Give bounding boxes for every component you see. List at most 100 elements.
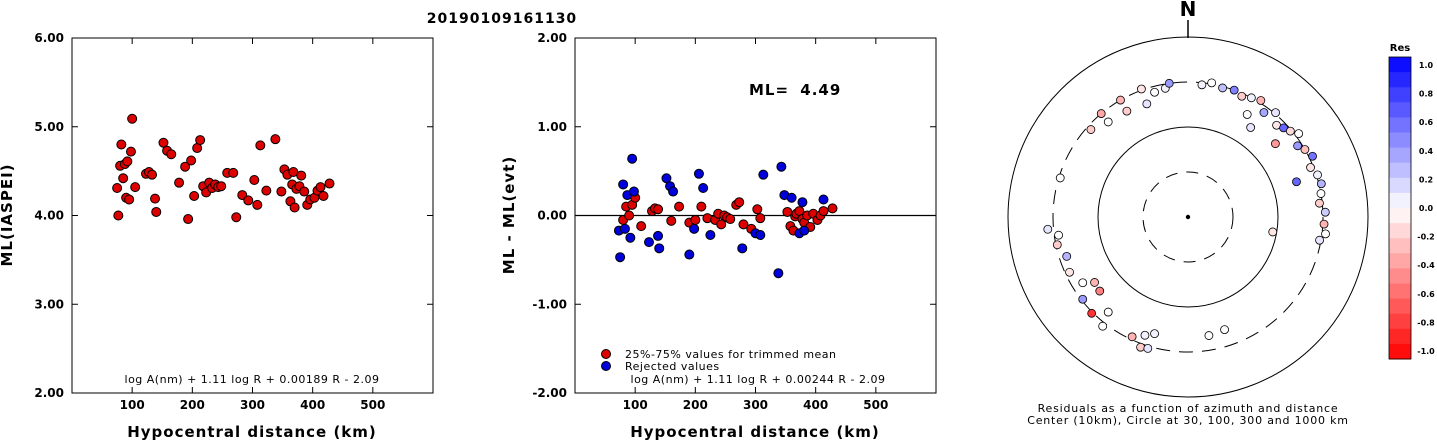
station-marker — [1270, 139, 1280, 149]
colorbar-tick-label: 0.8 — [1419, 90, 1434, 99]
residual-distance-formula: log A(nm) + 1.11 log R + 0.00244 R - 2.0… — [631, 373, 886, 386]
ml-distance-y-axis-title: ML(IASPEI) — [0, 163, 16, 266]
station-marker — [1103, 307, 1113, 317]
colorbar-frame — [1388, 56, 1412, 360]
colorbar-cell — [1389, 192, 1411, 209]
ml-distance-point-s0 — [118, 173, 129, 184]
residual-distance-point-s0 — [674, 201, 685, 212]
ml-distance-point-s0 — [151, 206, 162, 217]
ml-distance-point-s0 — [315, 182, 326, 193]
colorbar-cells — [1389, 57, 1411, 360]
ml-distance-ticks: 100 200 300 400 500 2.00 3.00 4.00 5.00 6.00 — [34, 31, 433, 412]
ml-distance-point-s0 — [276, 186, 287, 197]
ring-100km — [1097, 126, 1279, 308]
residual-distance-x-tick-label: 300 — [743, 398, 768, 412]
residual-distance-point-s1 — [758, 169, 769, 180]
residual-distance-point-s1 — [625, 232, 636, 243]
residual-distance-point-s1 — [797, 197, 808, 208]
ml-distance-panel: 100 200 300 400 500 2.00 3.00 4.00 5.00 6.00 log … — [0, 31, 434, 441]
residual-legend: 25%-75% values for trimmed mean Rejected… — [601, 348, 836, 373]
residual-distance-point-s1 — [689, 223, 700, 234]
station-marker — [1229, 85, 1239, 95]
epicenter-dot — [1185, 214, 1191, 220]
ml-distance-point-s0 — [116, 139, 127, 150]
ml-distance-x-tick-label: 100 — [120, 398, 145, 412]
residual-distance-y-tick-label: 1.00 — [537, 120, 567, 134]
residual-distance-point-s1 — [619, 223, 630, 234]
ml-distance-points — [112, 113, 335, 225]
station-marker — [1320, 207, 1330, 217]
legend-marker-rejected — [601, 361, 611, 371]
residual-distance-points — [613, 153, 838, 279]
station-marker — [1319, 219, 1329, 229]
residual-colorbar: Res 1.0 0.8 0.6 0.4 0.2 0.0 -0.2 -0.4 -0.6 -0.8 -1… — [1388, 43, 1435, 360]
ml-distance-point-s0 — [243, 195, 254, 206]
colorbar-cell — [1389, 72, 1411, 88]
station-marker — [1043, 224, 1053, 234]
station-marker — [1127, 332, 1137, 342]
colorbar-tick-label: -0.2 — [1417, 233, 1435, 242]
ml-distance-point-s0 — [158, 137, 169, 148]
residual-distance-point-s1 — [618, 179, 629, 190]
residual-distance-y-tick-label: -1.00 — [532, 297, 567, 311]
station-marker — [1259, 108, 1269, 117]
ml-distance-x-tick-label: 300 — [240, 398, 265, 412]
residual-distance-point-s0 — [624, 210, 635, 221]
station-marker — [1321, 229, 1330, 239]
residual-distance-point-s0 — [636, 221, 647, 232]
residual-distance-point-s0 — [752, 204, 763, 215]
station-residual-markers — [1043, 78, 1330, 353]
ring-30km — [1142, 171, 1234, 263]
colorbar-cell — [1389, 253, 1411, 269]
colorbar-tick-label: 0.4 — [1419, 147, 1434, 156]
ml-distance-point-s0 — [231, 212, 242, 223]
residual-distance-point-s1 — [755, 230, 766, 241]
colorbar-cell — [1389, 177, 1411, 194]
station-marker — [1098, 321, 1108, 331]
station-marker — [1078, 278, 1088, 288]
ml-distance-point-s0 — [180, 161, 191, 172]
residual-distance-ticks: 100 200 300 400 500 -2.00 -1.00 0.00 1.00 2.00 — [532, 31, 936, 412]
station-marker — [1078, 294, 1088, 304]
ml-distance-y-tick-label: 6.00 — [34, 31, 64, 45]
residual-distance-point-s0 — [818, 206, 829, 217]
event-title: 20190109161130 — [427, 11, 577, 27]
ml-distance-point-s0 — [249, 175, 260, 185]
ml-distance-x-tick-label: 500 — [360, 398, 385, 412]
ml-distance-point-s0 — [252, 199, 263, 210]
station-marker — [1142, 99, 1152, 109]
ml-distance-point-s0 — [147, 169, 158, 180]
colorbar-tick-label: -0.6 — [1417, 290, 1435, 299]
ml-distance-y-tick-label: 3.00 — [34, 297, 64, 311]
ml-distance-point-s0 — [318, 190, 329, 201]
station-marker — [1052, 240, 1062, 250]
colorbar-tick-label: 0.2 — [1419, 175, 1433, 184]
ml-value-number: 4.49 — [800, 81, 841, 99]
ring-1000km — [1007, 36, 1369, 398]
colorbar-labels: 1.0 0.8 0.6 0.4 0.2 0.0 -0.2 -0.4 -0.6 -0.8 -1.0 — [1417, 61, 1435, 356]
station-marker — [1140, 330, 1150, 340]
ml-distance-point-s0 — [127, 113, 138, 124]
station-marker — [1204, 331, 1214, 340]
residual-distance-point-s1 — [615, 252, 626, 263]
station-marker — [1136, 342, 1146, 352]
station-marker — [1122, 106, 1132, 116]
station-marker — [1218, 83, 1227, 93]
station-marker — [1062, 252, 1072, 261]
residual-distance-point-s0 — [827, 203, 838, 214]
station-marker — [1271, 108, 1280, 118]
station-marker — [1150, 329, 1159, 339]
station-marker — [1137, 84, 1146, 94]
ml-distance-point-s0 — [299, 186, 310, 197]
colorbar-cell — [1389, 343, 1411, 360]
station-marker — [1242, 110, 1252, 119]
residual-distance-point-s1 — [698, 182, 709, 193]
ml-distance-point-s0 — [261, 185, 272, 196]
ml-distance-point-s0 — [289, 202, 300, 213]
ml-distance-point-s0 — [255, 140, 266, 151]
station-marker — [1090, 278, 1099, 287]
residual-distance-y-axis-title: ML - ML(evt) — [500, 156, 518, 274]
residual-distance-x-tick-label: 400 — [803, 398, 828, 412]
station-marker — [1103, 117, 1113, 127]
ml-distance-point-s0 — [183, 214, 194, 225]
